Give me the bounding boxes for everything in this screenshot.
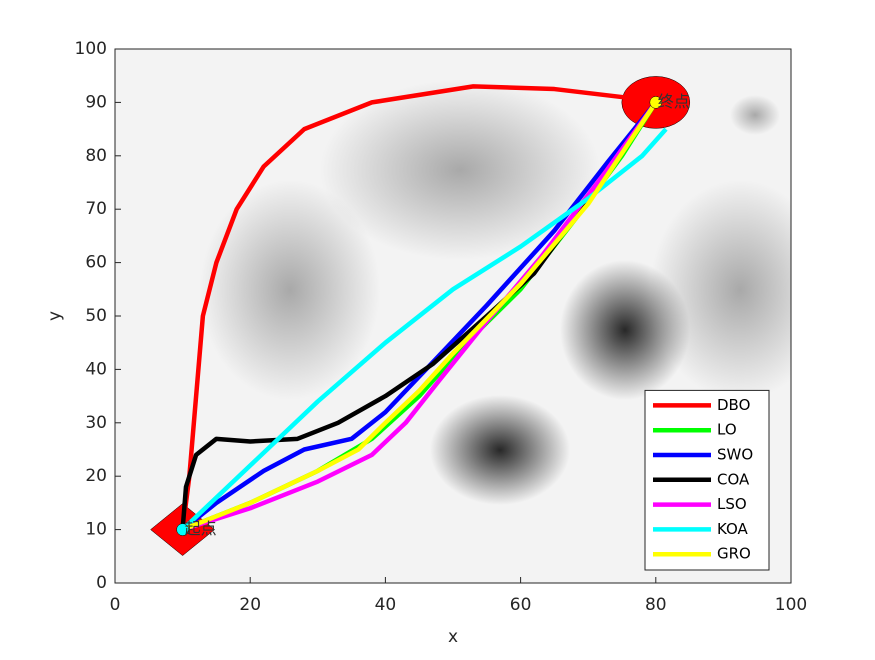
series-line [181,101,658,532]
start-label: 起点 [185,519,217,538]
series-line [180,84,657,530]
plot: 起点 终点 [150,76,691,556]
series-line [181,127,668,532]
legend-label: LO [717,421,737,439]
series-line [181,101,658,532]
legend-label: COA [717,470,750,488]
x-tick-label: 0 [110,595,121,615]
legend-label: GRO [717,545,751,563]
x-tick-label: 80 [645,595,667,615]
y-tick-label: 30 [85,413,107,433]
y-tick-label: 90 [85,92,107,112]
y-tick-label: 20 [85,466,107,486]
series-line [180,101,658,530]
goal-label: 终点 [658,92,690,111]
x-tick-label: 60 [510,595,532,615]
x-tick-label: 100 [775,595,807,615]
legend-label: LSO [717,495,747,513]
y-tick-label: 60 [85,253,107,273]
y-tick-label: 0 [96,573,107,593]
x-tick-label: 40 [375,595,397,615]
y-tick-label: 40 [85,359,107,379]
y-tick-label: 10 [85,520,107,540]
y-tick-label: 100 [75,39,107,59]
x-tick-label: 20 [239,595,261,615]
legend-label: DBO [717,396,750,414]
legend-label: SWO [717,446,753,464]
y-tick-label: 80 [85,146,107,166]
start-point [176,523,189,536]
x-axis-label: x [448,627,458,647]
goal-point [649,96,663,109]
y-axis-label: y [45,311,65,321]
y-tick-label: 50 [85,306,107,326]
legend-label: KOA [717,520,749,538]
legend: DBO LO SWO COA LSO KOA GRO [644,389,770,571]
y-tick-label: 70 [85,199,107,219]
